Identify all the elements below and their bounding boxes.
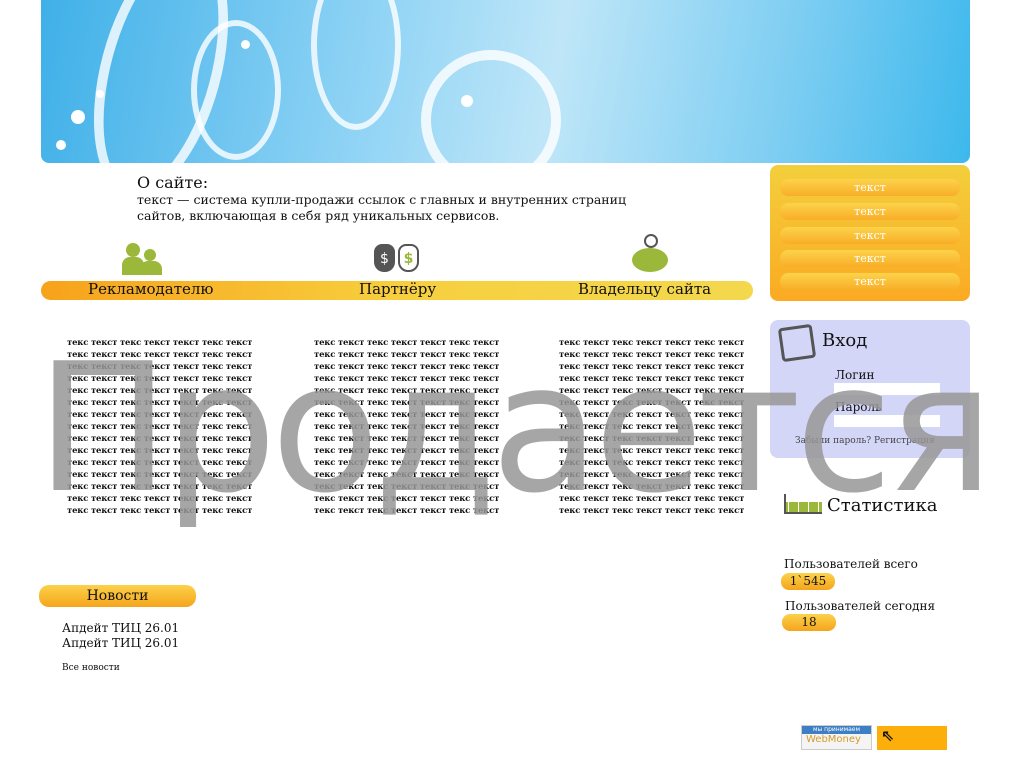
column-text-line: текс текст текс текст текст текс текст (559, 350, 745, 360)
password-label: Пароль (835, 400, 882, 414)
menu-item[interactable]: текст (780, 227, 960, 244)
column-text-line: текс текст текс текст текст текс текст (67, 338, 253, 348)
column-text-line: текс текст текс текст текст текс текст (559, 362, 745, 372)
total-users-label: Пользователей всего (784, 557, 918, 571)
column-text-line: текс текст текс текст текст текс текст (67, 410, 253, 420)
column-text-line: текс текст текс текст текст текс текст (314, 386, 500, 396)
column-text-line: текс текст текс текст текст текс текст (314, 362, 500, 372)
piggy-bank-icon (630, 234, 672, 276)
about-text: текст — система купли-продажи ссылок с г… (137, 192, 626, 223)
today-users-label: Пользователей сегодня (785, 599, 936, 613)
login-title: Вход (822, 330, 868, 351)
column-text-line: текс текст текс текст текст текс текст (67, 482, 253, 492)
login-label: Логин (835, 368, 875, 382)
forgot-password-link[interactable]: Забыли пароль? (795, 436, 872, 446)
column-text-line: текс текст текс текст текст текс текст (559, 338, 745, 348)
advertiser-column: текс текст текс текст текст текс текст те… (67, 337, 252, 517)
news-title[interactable]: Новости (39, 585, 196, 607)
roles-bar (41, 281, 753, 300)
webmoney-top-text: мы принимаем (802, 726, 871, 734)
column-text-line: текс текст текс текст текст текс текст (67, 446, 253, 456)
webmoney-badge[interactable]: мы принимаем WebMoney (801, 725, 872, 750)
news-item[interactable]: Апдейт ТИЦ 26.01 (62, 621, 180, 635)
menu-item[interactable]: текст (780, 250, 960, 267)
column-text-line: текс текст текс текст текст текс текст (559, 398, 745, 408)
column-text-line: текс текст текс текст текст текс текст (559, 470, 745, 480)
news-item[interactable]: Апдейт ТИЦ 26.01 (62, 636, 180, 650)
column-text-line: текс текст текс текст текст текс текст (67, 458, 253, 468)
all-news-link[interactable]: Все новости (62, 663, 120, 673)
column-text-line: текс текст текс текст текст текс текст (314, 398, 500, 408)
chart-icon (784, 494, 822, 514)
column-text-line: текс текст текс текст текст текс текст (67, 434, 253, 444)
column-text-line: текс текст текс текст текст текс текст (67, 362, 253, 372)
column-text-line: текс текст текс текст текст текс текст (559, 386, 745, 396)
register-link[interactable]: Регистрация (874, 436, 935, 446)
edit-document-icon (777, 323, 817, 363)
column-text-line: текс текст текс текст текст текс текст (559, 410, 745, 420)
column-text-line: текс текст текс текст текст текс текст (559, 422, 745, 432)
role-partner[interactable]: Партнёру (359, 280, 437, 298)
column-text-line: текс текст текс текст текст текс текст (67, 350, 253, 360)
column-text-line: текс текст текс текст текст текс текст (559, 482, 745, 492)
column-text-line: текс текст текс текст текст текс текст (314, 458, 500, 468)
column-text-line: текс текст текс текст текст текс текст (314, 506, 500, 516)
users-icon (122, 243, 162, 275)
column-text-line: текс текст текс текст текст текс текст (314, 374, 500, 384)
total-users-value: 1`545 (781, 573, 835, 590)
today-users-value: 18 (782, 614, 836, 631)
menu-item[interactable]: текст (780, 203, 960, 220)
column-text-line: текс текст текс текст текст текс текст (67, 398, 253, 408)
role-site-owner[interactable]: Владельцу сайта (578, 280, 712, 298)
column-text-line: текс текст текс текст текст текс текст (314, 446, 500, 456)
column-text-line: текс текст текс текст текст текс текст (559, 446, 745, 456)
column-text-line: текс текст текс текст текст текс текст (67, 470, 253, 480)
column-text-line: текс текст текс текст текст текс текст (314, 422, 500, 432)
scroll-top-button[interactable]: ⇖ (877, 726, 947, 750)
role-advertiser[interactable]: Рекламодателю (88, 280, 214, 298)
webmoney-brand: WebMoney (806, 734, 861, 745)
money-bags-icon: $ $ (374, 238, 420, 274)
side-menu: текст текст текст текст текст (770, 165, 970, 301)
column-text-line: текс текст текс текст текст текс текст (67, 422, 253, 432)
menu-item[interactable]: текст (780, 179, 960, 196)
arrow-up-left-icon: ⇖ (881, 726, 895, 745)
column-text-line: текс текст текс текст текст текс текст (67, 374, 253, 384)
column-text-line: текс текст текс текст текст текс текст (559, 506, 745, 516)
column-text-line: текс текст текс текст текст текс текст (314, 482, 500, 492)
password-input[interactable] (834, 415, 940, 427)
partner-column: текс текст текс текст текст текс текст те… (314, 337, 499, 517)
stats-title: Статистика (827, 495, 938, 516)
about-title: О сайте: (137, 173, 209, 192)
column-text-line: текс текст текс текст текст текс текст (559, 494, 745, 504)
login-panel: Вход Логин Пароль Забыли пароль? Регистр… (770, 320, 970, 458)
column-text-line: текс текст текс текст текст текс текст (559, 374, 745, 384)
column-text-line: текс текст текс текст текст текс текст (314, 470, 500, 480)
login-input[interactable] (834, 383, 940, 395)
column-text-line: текс текст текс текст текст текс текст (314, 350, 500, 360)
column-text-line: текс текст текс текст текст текс текст (314, 410, 500, 420)
column-text-line: текс текст текс текст текст текс текст (67, 386, 253, 396)
header-banner (41, 0, 970, 163)
column-text-line: текс текст текс текст текст текс текст (559, 458, 745, 468)
column-text-line: текс текст текс текст текст текс текст (314, 434, 500, 444)
column-text-line: текс текст текс текст текст текс текст (67, 506, 253, 516)
column-text-line: текс текст текс текст текст текс текст (67, 494, 253, 504)
column-text-line: текс текст текс текст текст текс текст (559, 434, 745, 444)
owner-column: текс текст текс текст текст текс текст те… (559, 337, 744, 517)
column-text-line: текс текст текс текст текст текс текст (314, 494, 500, 504)
column-text-line: текс текст текс текст текст текс текст (314, 338, 500, 348)
menu-item[interactable]: текст (780, 273, 960, 290)
